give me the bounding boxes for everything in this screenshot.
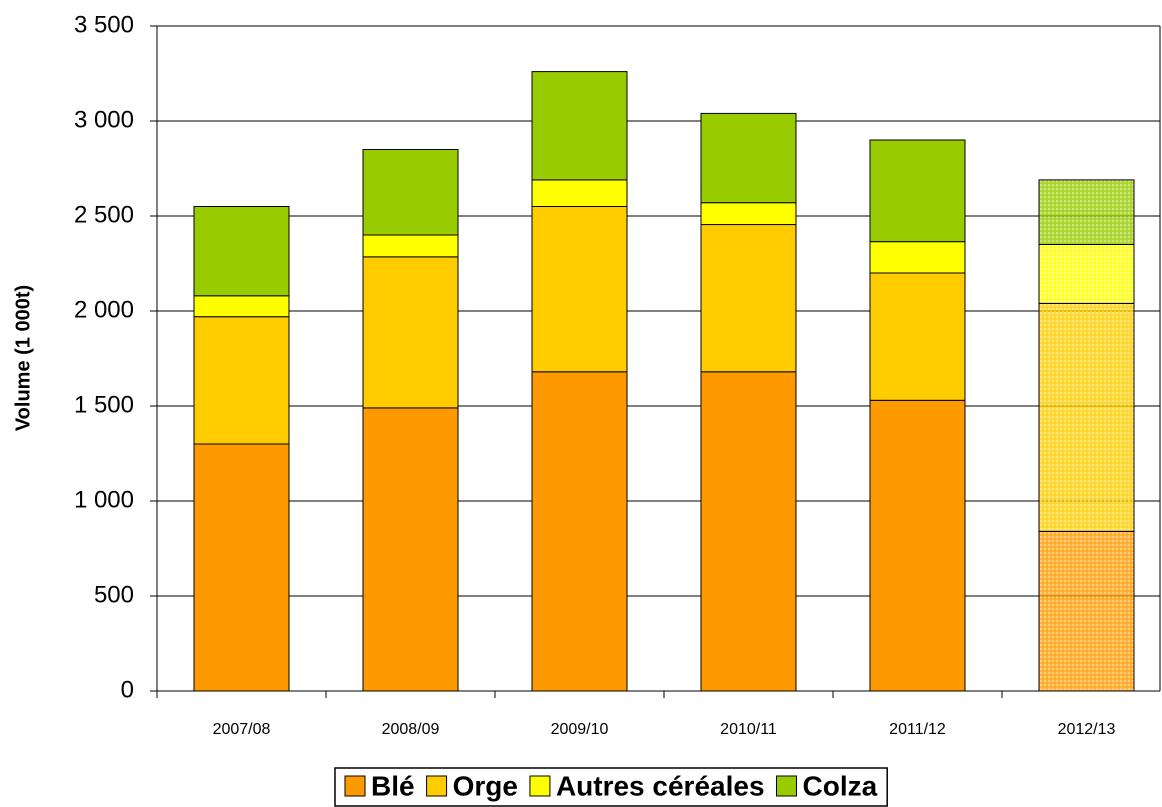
legend-label: Autres céréales: [556, 770, 765, 801]
bar-segment: [531, 71, 628, 181]
bar-segment: [531, 179, 628, 207]
bar-segment: [869, 241, 966, 274]
y-axis-label: Volume (1 000t): [12, 285, 34, 431]
bar-segment: [193, 316, 290, 445]
y-tick-label: 0: [121, 676, 134, 703]
legend-swatch: [529, 775, 551, 797]
bar-segment: [869, 139, 966, 243]
y-tick-label: 3 500: [74, 11, 134, 38]
bar-segment: [700, 112, 797, 204]
y-tick-label: 1 500: [74, 391, 134, 418]
x-tick-label: 2007/08: [213, 721, 271, 738]
bar-segment: [362, 234, 459, 258]
x-tick-label: 2011/12: [889, 721, 946, 738]
y-tick-label: 1 000: [74, 486, 134, 513]
legend-swatch: [344, 775, 366, 797]
bar-segment: [1038, 179, 1135, 245]
bar-segment: [362, 407, 459, 692]
bar-segment: [362, 256, 459, 409]
bar-segment: [193, 295, 290, 318]
legend: Blé Orge Autres céréales Colza: [334, 767, 888, 807]
bar-segment: [1038, 302, 1135, 532]
y-tick-label: 2 500: [74, 201, 134, 228]
bar-segment: [700, 371, 797, 692]
bar-segment: [1038, 244, 1135, 304]
x-tick-label: 2012/13: [1058, 721, 1116, 738]
bar-segment: [531, 371, 628, 692]
bar-segment: [869, 272, 966, 401]
bar-segment: [362, 149, 459, 236]
bar-segment: [193, 206, 290, 297]
bar-segment: [700, 224, 797, 373]
y-tick-label: 2 000: [74, 296, 134, 323]
legend-label: Orge: [453, 770, 518, 801]
y-tick-label: 3 000: [74, 106, 134, 133]
y-tick-label: 500: [94, 581, 134, 608]
bar-segment: [1038, 530, 1135, 692]
legend-label: Blé: [371, 770, 415, 801]
x-tick-label: 2009/10: [551, 721, 609, 738]
bar-segment: [193, 443, 290, 692]
legend-label: Colza: [803, 770, 878, 801]
legend-swatch: [776, 775, 798, 797]
legend-swatch: [426, 775, 448, 797]
bar-segment: [700, 202, 797, 226]
bar-segment: [531, 206, 628, 373]
x-tick-label: 2008/09: [382, 721, 440, 738]
bar-segment: [869, 399, 966, 692]
x-tick-label: 2010/11: [720, 721, 777, 738]
